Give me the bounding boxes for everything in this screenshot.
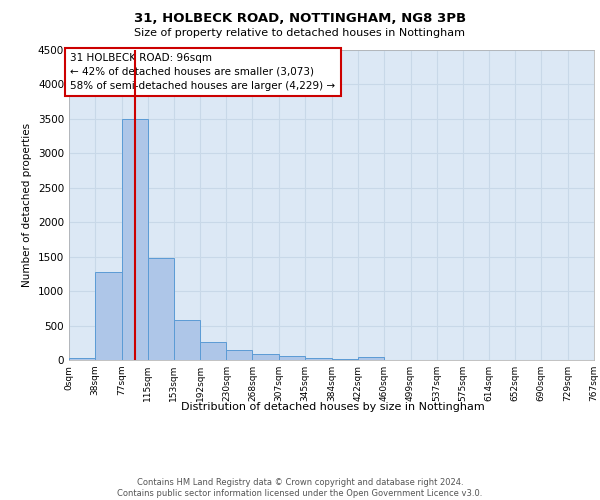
Bar <box>69 358 95 360</box>
Text: Distribution of detached houses by size in Nottingham: Distribution of detached houses by size … <box>181 402 485 412</box>
Text: 31 HOLBECK ROAD: 96sqm
← 42% of detached houses are smaller (3,073)
58% of semi-: 31 HOLBECK ROAD: 96sqm ← 42% of detached… <box>70 53 335 91</box>
Y-axis label: Number of detached properties: Number of detached properties <box>22 123 32 287</box>
Bar <box>253 354 279 360</box>
Bar <box>305 358 332 360</box>
Text: Contains HM Land Registry data © Crown copyright and database right 2024.
Contai: Contains HM Land Registry data © Crown c… <box>118 478 482 498</box>
Bar <box>174 320 200 360</box>
Bar <box>122 119 148 360</box>
Text: Size of property relative to detached houses in Nottingham: Size of property relative to detached ho… <box>134 28 466 38</box>
Bar <box>226 350 253 360</box>
Bar <box>148 258 174 360</box>
Text: 31, HOLBECK ROAD, NOTTINGHAM, NG8 3PB: 31, HOLBECK ROAD, NOTTINGHAM, NG8 3PB <box>134 12 466 26</box>
Bar <box>358 356 384 360</box>
Bar <box>279 356 305 360</box>
Bar <box>200 342 226 360</box>
Bar <box>95 272 122 360</box>
